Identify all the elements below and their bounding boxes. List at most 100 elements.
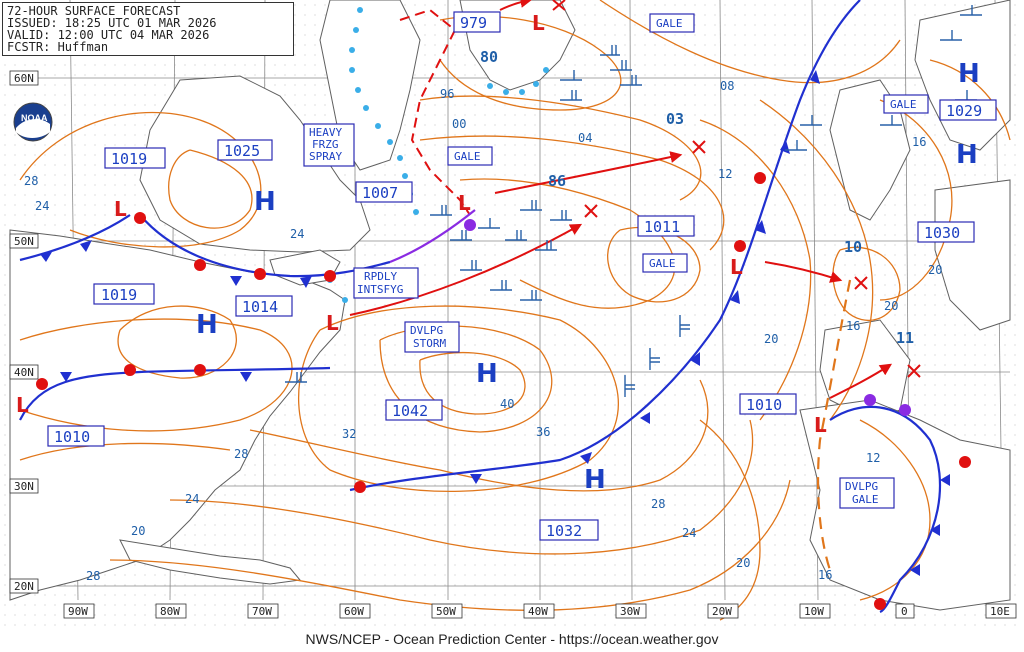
latitude-labels: 60N 50N 40N 30N 20N: [9, 70, 39, 594]
lon-label: 60W: [344, 605, 364, 618]
isobar-label: 96: [440, 87, 454, 101]
lat-label: 60N: [14, 72, 34, 85]
footer-credit: NWS/NCEP - Ocean Prediction Center - htt…: [0, 628, 1024, 652]
high-symbol: H: [476, 359, 498, 389]
isobar-label: 24: [185, 492, 199, 506]
high-symbol: H: [584, 465, 606, 495]
warning-rapidly: RPDLY: [364, 270, 397, 283]
lat-label: 50N: [14, 235, 34, 248]
isobar-label: 36: [536, 425, 550, 439]
cold-front-atlantic: [349, 0, 861, 492]
low-symbol: L: [114, 197, 127, 221]
warning-heavy: HEAVY: [309, 126, 342, 139]
noaa-logo: NOAA: [13, 102, 53, 142]
high-pressure-centers: H H H H H H: [196, 59, 980, 495]
lat-label: 20N: [14, 580, 34, 593]
low-pressure-value: 1014: [242, 298, 278, 316]
longitude-labels: 90W 80W 70W 60W 50W 40W 30W 20W 10W 0 10…: [63, 603, 1017, 619]
high-pressure-value: 1030: [924, 224, 960, 242]
surface-trough: [816, 279, 852, 571]
isobar-label: 28: [24, 174, 38, 188]
low-pressure-value: 1010: [746, 396, 782, 414]
isobar-label: 10: [844, 238, 862, 256]
pressure-values: 1025 1019 1042 1032 1029 1030 1019 979 1…: [47, 11, 997, 541]
isobar-label: 11: [896, 329, 914, 347]
isobar-label: 32: [342, 427, 356, 441]
isobar-labels: 80 96 00 04 08 12 03 86 28 24 24 20 16 2…: [24, 48, 942, 583]
lon-label: 10E: [990, 605, 1010, 618]
lon-label: 70W: [252, 605, 272, 618]
forecast-header: 72-HOUR SURFACE FORECAST ISSUED: 18:25 U…: [2, 2, 294, 56]
low-pressure-value: 1011: [644, 218, 680, 236]
isobar-label: 00: [452, 117, 466, 131]
high-pressure-value: 1029: [946, 102, 982, 120]
isobar-label: 28: [234, 447, 248, 461]
warning-intensifying: INTSFYG: [357, 283, 403, 296]
isobar-label: 20: [764, 332, 778, 346]
isobar-label: 20: [736, 556, 750, 570]
lon-label: 90W: [68, 605, 88, 618]
high-pressure-value: 1025: [224, 142, 260, 160]
occluded-front-gale: [389, 209, 476, 264]
issued-time: ISSUED: 18:25 UTC 01 MAR 2026: [7, 16, 217, 30]
isobar-label: 16: [912, 135, 926, 149]
lon-label: 20W: [712, 605, 732, 618]
lat-label: 30N: [14, 480, 34, 493]
isobar-label: 24: [682, 526, 696, 540]
lat-label: 40N: [14, 366, 34, 379]
lon-label: 40W: [528, 605, 548, 618]
warning-developing: DVLPG: [845, 480, 878, 493]
low-symbol: L: [814, 413, 827, 437]
isobar-label: 12: [718, 167, 732, 181]
high-pressure-value: 1019: [101, 286, 137, 304]
forecaster: FCSTR: Huffman: [7, 40, 109, 54]
low-pressure-value: 1007: [362, 184, 398, 202]
isobar-label: 20: [884, 299, 898, 313]
isobar-value: 1019: [111, 150, 147, 168]
warning-gale: GALE: [454, 150, 481, 163]
low-symbol: L: [16, 393, 29, 417]
isobar-label: 16: [818, 568, 832, 582]
wind-barbs: [285, 5, 982, 397]
high-symbol: H: [958, 59, 980, 89]
isobar-label: 04: [578, 131, 592, 145]
warning-gale: GALE: [852, 493, 879, 506]
isobar-label: 16: [846, 319, 860, 333]
occluded-front-iberia: [829, 405, 942, 614]
low-symbol: L: [730, 255, 743, 279]
fronts: [19, 0, 942, 614]
warning-gale: GALE: [890, 98, 917, 111]
warning-labels: GALE GALE GALE GALE HEAVY FRZG SPRAY RPD…: [303, 13, 929, 509]
lon-label: 30W: [620, 605, 640, 618]
warm-front-southwest: [19, 366, 331, 421]
isobar-label: 20: [928, 263, 942, 277]
low-pressure-centers: L L L L L L L: [16, 11, 827, 437]
freezing-spray-area: [399, 8, 471, 216]
isobar-label: 86: [548, 172, 566, 190]
valid-time: VALID: 12:00 UTC 04 MAR 2026: [7, 28, 210, 42]
noaa-logo-text: NOAA: [21, 113, 48, 123]
isobar-label: 03: [666, 110, 684, 128]
lon-label: 50W: [436, 605, 456, 618]
forecast-title: 72-HOUR SURFACE FORECAST: [7, 4, 181, 18]
low-position-markers: [552, 0, 921, 378]
lon-label: 0: [901, 605, 908, 618]
low-pressure-value: 1010: [54, 428, 90, 446]
low-symbol: L: [458, 191, 471, 215]
warning-frzg: FRZG: [312, 138, 339, 151]
high-symbol: H: [254, 187, 276, 217]
warning-gale: GALE: [656, 17, 683, 30]
isobar-label: 24: [35, 199, 49, 213]
lon-label: 10W: [804, 605, 824, 618]
warning-gale: GALE: [649, 257, 676, 270]
storm-tracks: [349, 0, 893, 399]
isobar-label: 24: [290, 227, 304, 241]
isobar-label: 28: [86, 569, 100, 583]
isobars: [19, 0, 1011, 621]
low-symbol: L: [532, 11, 545, 35]
high-pressure-value: 1042: [392, 402, 428, 420]
warning-storm: STORM: [413, 337, 446, 350]
isobar-label: 80: [480, 48, 498, 66]
isobar-label: 12: [866, 451, 880, 465]
